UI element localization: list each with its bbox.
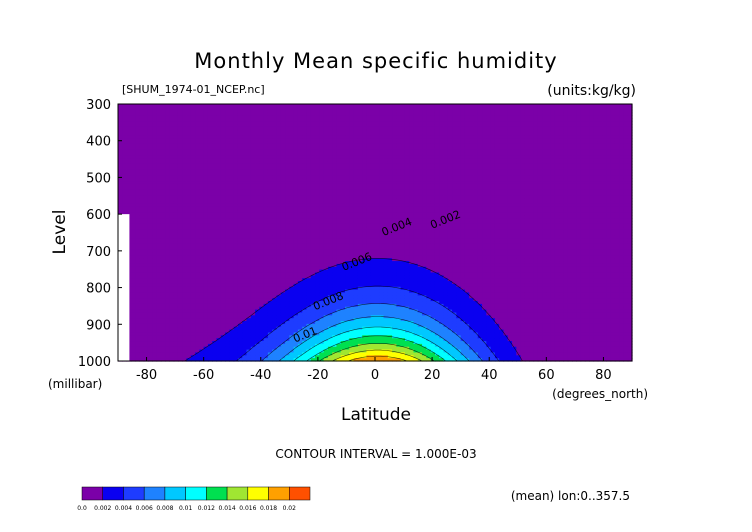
colorbar-label: 0.016: [239, 505, 256, 512]
colorbar-swatch: [268, 486, 290, 501]
colorbar-label: 0.002: [94, 505, 111, 512]
contour-line-6: [306, 335, 446, 362]
mean-longitude-note: (mean) lon:0..357.5: [511, 489, 630, 503]
colorbar-labels: 0.0 0.002 0.004 0.006 0.008 0.01 0.012 0.014 0.0…: [77, 505, 296, 512]
colorbar-label: 0.014: [218, 505, 235, 512]
x-tick-label: -20: [307, 368, 328, 383]
y-tick-label: 700: [86, 245, 111, 260]
colorbar-swatch: [289, 486, 311, 501]
colorbar-swatch: [81, 486, 103, 501]
file-label: [SHUM_1974-01_NCEP.nc]: [122, 83, 265, 96]
colorbar-swatch: [247, 486, 269, 501]
contour-fill: [118, 104, 633, 362]
units-label: (units:kg/kg): [547, 83, 636, 99]
colorbar-swatch: [143, 486, 166, 501]
y-tick-label: 900: [86, 318, 111, 333]
colorbar-label: 0.01: [179, 505, 193, 512]
y-axis: 300 400 500 600 700 800 900 1000: [78, 98, 122, 370]
y-tick-label: 500: [86, 171, 111, 186]
contour-line-8: [332, 349, 423, 362]
colorbar-label: 0.006: [136, 505, 153, 512]
contour-line-1: [184, 258, 523, 362]
x-tick-label: 60: [538, 368, 555, 383]
colorbar-label: 0.008: [156, 505, 173, 512]
x-tick-label: 80: [595, 368, 612, 383]
contour-line-4: [278, 316, 470, 362]
colorbar-swatch: [206, 486, 228, 501]
y-tick-label: 600: [86, 208, 111, 223]
plot-area: [118, 104, 633, 362]
x-tick-label: 20: [424, 368, 441, 383]
chart-title: Monthly Mean specific humidity: [194, 49, 557, 73]
colorbar-label: 0.0: [77, 505, 87, 512]
colorbar-label: 0.02: [283, 505, 297, 512]
y-axis-title: Level: [50, 210, 70, 255]
x-axis-title: Latitude: [341, 405, 411, 425]
colorbar-swatch: [226, 486, 249, 501]
contour-line-9: [347, 355, 408, 362]
y-axis-unit: (millibar): [48, 377, 102, 391]
colorbar-swatch: [164, 486, 186, 501]
x-tick-label: -40: [250, 368, 271, 383]
colorbar-swatch: [102, 486, 124, 501]
x-tick-label: 0: [371, 368, 379, 383]
x-tick-label: 40: [481, 368, 498, 383]
colorbar: [81, 486, 311, 501]
contour-line-3: [261, 303, 483, 362]
contour-line-7: [319, 343, 435, 362]
x-tick-label: -60: [193, 368, 214, 383]
x-axis-unit: (degrees_north): [552, 387, 648, 401]
y-tick-label: 400: [86, 135, 111, 150]
y-tick-label: 1000: [78, 355, 111, 370]
contour-lines: [184, 258, 523, 362]
colorbar-label: 0.012: [198, 505, 215, 512]
contour-line-2: [236, 285, 500, 362]
y-tick-label: 800: [86, 282, 111, 297]
colorbar-label: 0.018: [260, 505, 277, 512]
colorbar-swatch: [123, 486, 145, 501]
missing-data-region: [118, 214, 130, 361]
contour-line-5: [293, 326, 458, 362]
y-tick-label: 300: [86, 98, 111, 113]
colorbar-swatch: [185, 486, 207, 501]
contour-interval-label: CONTOUR INTERVAL = 1.000E-03: [275, 447, 476, 461]
x-axis: -80 -60 -40 -20 0 20 40 60 80: [136, 357, 612, 383]
x-tick-label: -80: [136, 368, 157, 383]
colorbar-label: 0.004: [115, 505, 132, 512]
